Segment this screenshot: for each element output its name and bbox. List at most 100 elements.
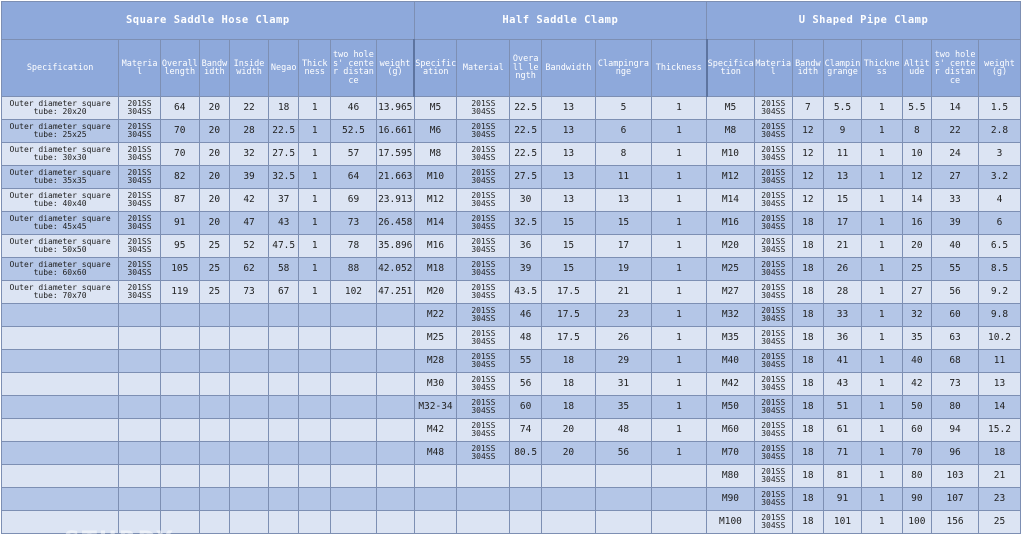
half-spec-cell: M16 [413,234,458,258]
half-value-cell: 29 [594,349,652,373]
half-value-cell: 46 [509,303,542,327]
u-spec-cell: M25 [706,257,755,281]
table-row: Outer diameter square tube: 25x25 201SS 3… [0,119,1022,143]
u-value-cell: 11 [977,349,1022,373]
u-value-cell: 42 [901,372,933,396]
square-material-cell: 201SS 304SS [118,188,161,212]
u-spec-cell: M60 [706,418,755,442]
empty-cell [375,395,415,419]
half-value-cell: 1 [650,234,708,258]
half-material-cell: 201SS 304SS [456,441,511,465]
square-value-cell: 1 [298,234,332,258]
u-value-cell: 9.8 [977,303,1022,327]
u-value-cell: 21 [977,464,1022,488]
u-value-cell: 56 [931,280,979,304]
half-value-cell: 11 [594,165,652,189]
u-value-cell: 50 [901,395,933,419]
empty-cell [229,441,269,465]
empty-cell [330,395,377,419]
empty-cell [375,372,415,396]
u-material-cell: 201SS 304SS [753,441,793,465]
square-value-cell: 39 [229,165,269,189]
empty-cell [267,464,300,488]
u-value-cell: 156 [931,510,979,534]
empty-cell [540,510,596,534]
u-value-cell: 18 [791,372,825,396]
col-header-half-2: Overall length [509,39,542,97]
empty-cell [198,395,231,419]
u-value-cell: 18 [791,280,825,304]
u-value-cell: 12 [791,165,825,189]
col-header-u-4: Thickness [860,39,903,97]
empty-cell [330,372,377,396]
square-value-cell: 27.5 [267,142,300,166]
half-material-cell: 201SS 304SS [456,234,511,258]
square-value-cell: 87 [159,188,200,212]
u-value-cell: 107 [931,487,979,511]
u-value-cell: 32 [901,303,933,327]
u-value-cell: 1 [860,487,903,511]
square-spec-cell: Outer diameter square tube: 50x50 [0,234,120,258]
col-header-sq-0: Specification [0,39,120,97]
table-row: M25 201SS 304SS 48 17.5 26 1 M35 201SS 304SS 18 3… [0,326,1022,350]
empty-cell [229,372,269,396]
u-value-cell: 13 [977,372,1022,396]
table-row: M22 201SS 304SS 46 17.5 23 1 M32 201SS 304SS 18 3… [0,303,1022,327]
square-material-cell: 201SS 304SS [118,96,161,120]
half-value-cell: 35 [594,395,652,419]
u-value-cell: 103 [931,464,979,488]
u-value-cell: 40 [931,234,979,258]
half-spec-cell: M25 [413,326,458,350]
half-value-cell: 13 [540,165,596,189]
square-value-cell: 42 [229,188,269,212]
square-value-cell: 25 [198,280,231,304]
col-header-half-0: Specification [413,39,458,97]
empty-cell [118,395,161,419]
empty-cell [298,441,332,465]
half-material-cell: 201SS 304SS [456,326,511,350]
empty-cell [159,372,200,396]
u-spec-cell: M5 [706,96,755,120]
square-value-cell: 18 [267,96,300,120]
empty-cell [159,326,200,350]
clamp-spec-table: Square Saddle Hose Clamp Half Saddle Cla… [0,1,1022,534]
empty-cell [118,349,161,373]
u-spec-cell: M8 [706,119,755,143]
square-material-cell: 201SS 304SS [118,280,161,304]
square-value-cell: 17.595 [375,142,415,166]
square-spec-cell: Outer diameter square tube: 70x70 [0,280,120,304]
square-value-cell: 102 [330,280,377,304]
u-value-cell: 18 [791,510,825,534]
half-material-cell: 201SS 304SS [456,303,511,327]
square-material-cell: 201SS 304SS [118,119,161,143]
empty-cell [298,418,332,442]
half-spec-cell: M48 [413,441,458,465]
square-value-cell: 64 [159,96,200,120]
square-value-cell: 37 [267,188,300,212]
half-material-cell: 201SS 304SS [456,280,511,304]
empty-cell [159,303,200,327]
empty-cell [198,349,231,373]
half-spec-cell: M20 [413,280,458,304]
u-material-cell: 201SS 304SS [753,487,793,511]
half-spec-cell: M30 [413,372,458,396]
u-material-cell: 201SS 304SS [753,188,793,212]
empty-cell [540,464,596,488]
u-value-cell: 43 [823,372,862,396]
square-value-cell: 105 [159,257,200,281]
u-value-cell: 73 [931,372,979,396]
empty-cell [0,349,120,373]
square-value-cell: 73 [330,211,377,235]
empty-cell [229,349,269,373]
empty-cell [229,487,269,511]
square-value-cell: 70 [159,142,200,166]
u-value-cell: 18 [791,441,825,465]
square-value-cell: 88 [330,257,377,281]
half-value-cell: 6 [594,119,652,143]
square-value-cell: 46 [330,96,377,120]
square-value-cell: 1 [298,119,332,143]
square-spec-cell: Outer diameter square tube: 30x30 [0,142,120,166]
table-row: M100 201SS 304SS 18 101 1 100 156 25 [0,510,1022,534]
empty-cell [229,395,269,419]
empty-cell [298,510,332,534]
